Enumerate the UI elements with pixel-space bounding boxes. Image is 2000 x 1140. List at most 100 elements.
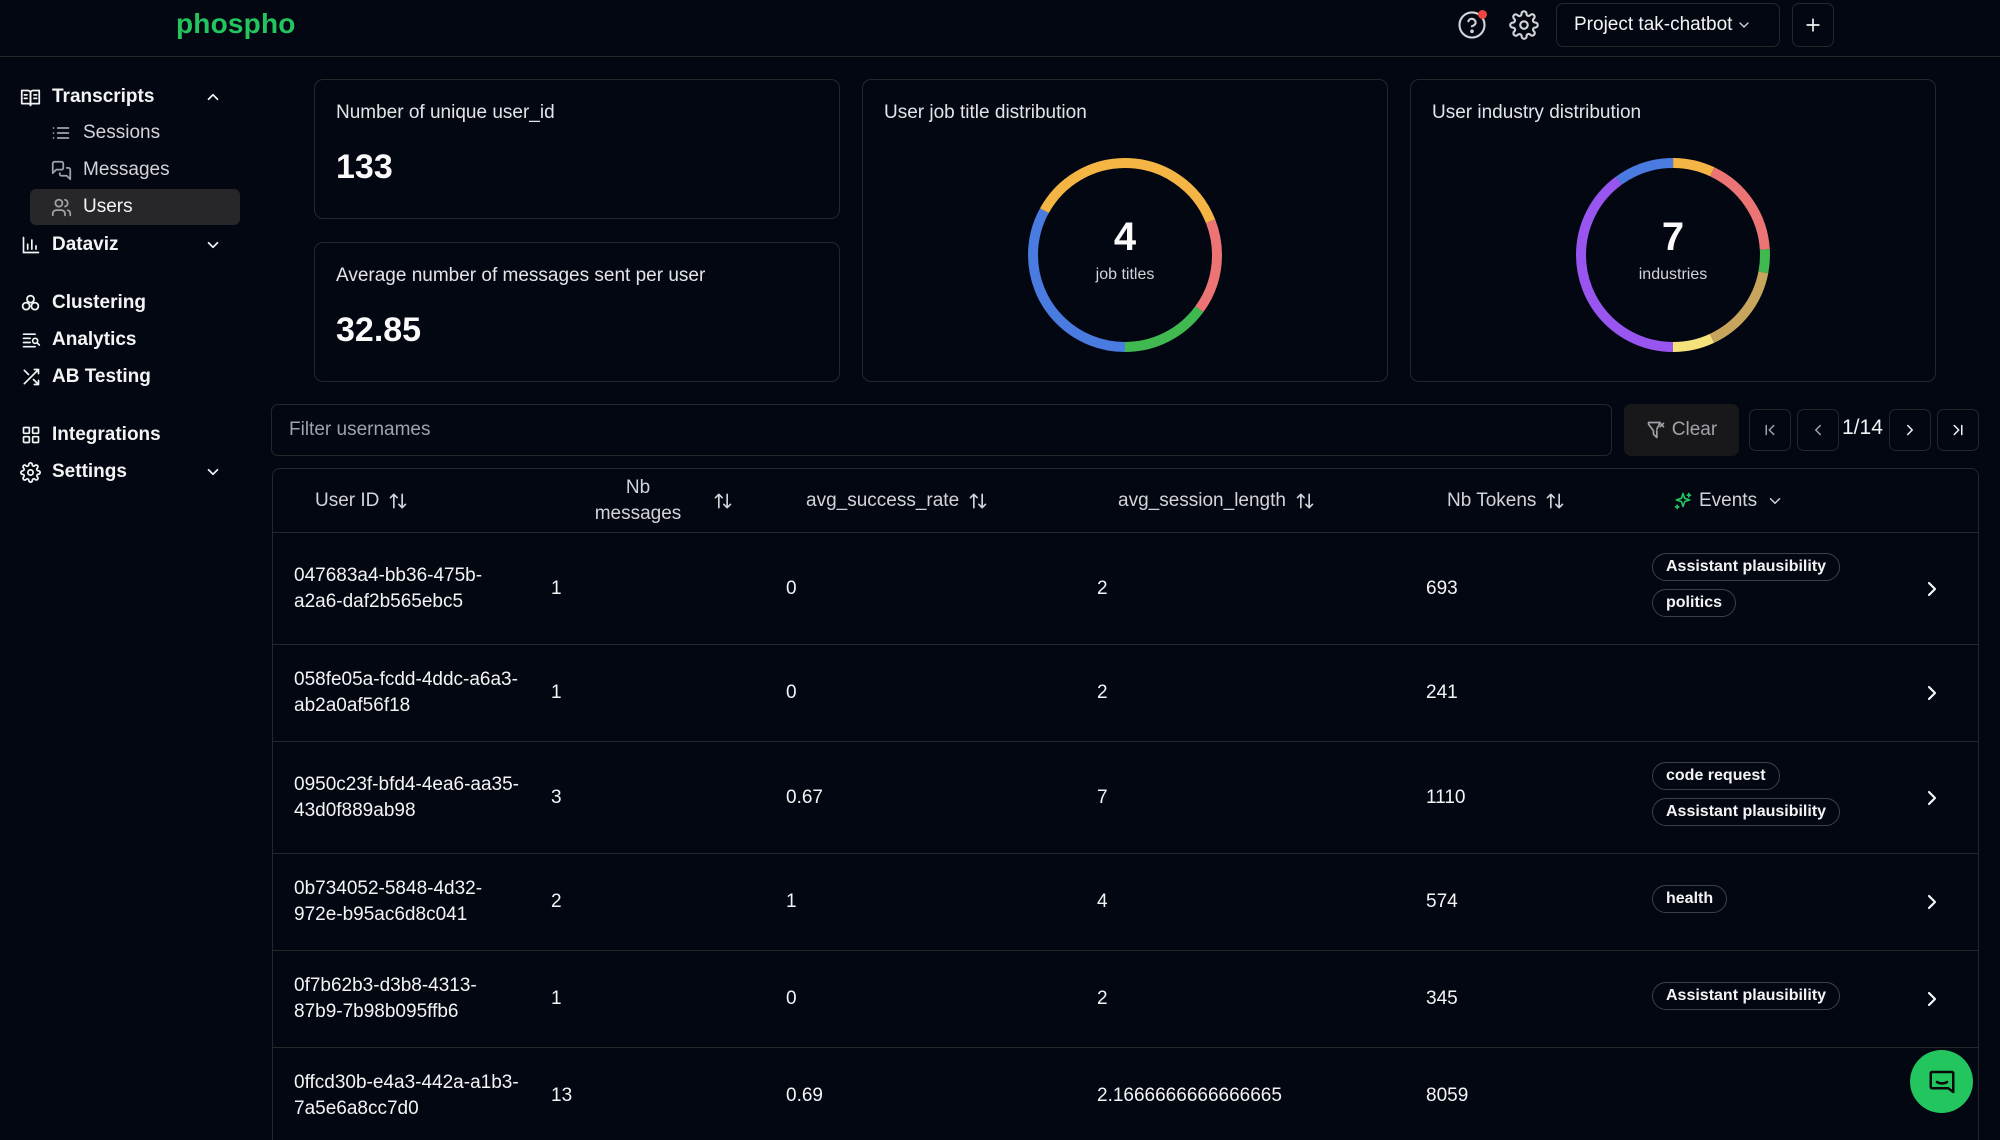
table-row[interactable]: 0ffcd30b-e4a3-442a-a1b3-7a5e6a8cc7d0 13 …: [273, 1048, 1978, 1140]
avg-session-length-cell: 4: [1097, 891, 1108, 912]
messages-icon: [50, 159, 72, 181]
user-id-cell: 058fe05a-fcdd-4ddc-a6a3-ab2a0af56f18: [294, 669, 518, 716]
sidebar-item-label: Clustering: [52, 292, 146, 313]
sidebar-item-label: Transcripts: [52, 86, 155, 107]
sort-icon[interactable]: [713, 491, 733, 511]
chevron-down-icon: [204, 236, 222, 254]
chevron-right-icon[interactable]: [1920, 577, 1944, 601]
donut-segment[interactable]: [1028, 158, 1222, 352]
donut-segment[interactable]: [1576, 158, 1770, 352]
table-row[interactable]: 0b734052-5848-4d32-972e-b95ac6d8c041 2 1…: [273, 854, 1978, 951]
help-icon: [1457, 10, 1487, 40]
first-page-icon: [1761, 421, 1779, 439]
card-value: 133: [336, 148, 393, 186]
last-page-button[interactable]: [1937, 409, 1979, 451]
sidebar-item-clustering[interactable]: Clustering: [20, 286, 242, 320]
chevron-down-icon[interactable]: [1766, 492, 1784, 510]
chat-widget-button[interactable]: [1910, 1050, 1973, 1113]
nb-tokens-cell: 1110: [1426, 787, 1466, 808]
first-page-button[interactable]: [1749, 409, 1791, 451]
nb-tokens-cell: 693: [1426, 578, 1458, 599]
event-tag[interactable]: health: [1652, 885, 1728, 913]
events-cell: health: [1652, 885, 1728, 913]
user-id-cell: 0950c23f-bfd4-4ea6-aa35-43d0f889ab98: [294, 774, 520, 821]
column-header-avg-success-rate[interactable]: avg_success_rate: [806, 469, 988, 533]
chevron-down-icon: [1736, 17, 1752, 33]
sidebar-item-label: Messages: [83, 159, 170, 180]
sparkle-icon: [1673, 491, 1693, 511]
prev-page-button[interactable]: [1797, 409, 1839, 451]
avg-session-length-cell: 7: [1097, 787, 1108, 808]
sidebar-item-label: Settings: [52, 461, 127, 482]
sidebar-item-sessions[interactable]: Sessions: [30, 115, 240, 151]
next-page-icon: [1901, 421, 1919, 439]
filter-usernames-input[interactable]: [271, 404, 1612, 456]
sort-icon[interactable]: [1295, 491, 1315, 511]
column-label: Events: [1699, 490, 1758, 511]
event-tag[interactable]: politics: [1652, 589, 1737, 617]
table-header: User ID Nb messages avg_success_rate avg…: [273, 469, 1978, 533]
sidebar-item-messages[interactable]: Messages: [30, 152, 240, 188]
prev-page-icon: [1809, 421, 1827, 439]
add-project-button[interactable]: [1792, 3, 1834, 47]
user-id-cell: 0b734052-5848-4d32-972e-b95ac6d8c041: [294, 878, 483, 925]
donut-segment[interactable]: [1028, 158, 1222, 352]
nb-messages-cell: 3: [551, 787, 562, 808]
sort-icon[interactable]: [968, 491, 988, 511]
sidebar-item-dataviz[interactable]: Dataviz: [20, 228, 242, 262]
event-tag[interactable]: Assistant plausibility: [1652, 982, 1841, 1010]
sidebar-item-transcripts[interactable]: Transcripts: [20, 80, 242, 114]
table-row[interactable]: 058fe05a-fcdd-4ddc-a6a3-ab2a0af56f18 1 0…: [273, 645, 1978, 742]
sidebar-item-ab-testing[interactable]: AB Testing: [20, 360, 242, 394]
avg-session-length-cell: 2: [1097, 578, 1108, 599]
job-title-donut[interactable]: 4 job titles: [1025, 155, 1225, 355]
chevron-right-icon[interactable]: [1920, 890, 1944, 914]
help-button[interactable]: [1454, 7, 1490, 43]
donut-segment[interactable]: [1028, 158, 1222, 352]
sidebar-item-users[interactable]: Users: [30, 189, 240, 225]
next-page-button[interactable]: [1889, 409, 1931, 451]
column-header-nb-tokens[interactable]: Nb Tokens: [1447, 469, 1565, 533]
donut-segment[interactable]: [1576, 158, 1770, 352]
sort-icon[interactable]: [388, 491, 408, 511]
table-row[interactable]: 047683a4-bb36-475b-a2a6-daf2b565ebc5 1 0…: [273, 533, 1978, 645]
chevron-right-icon[interactable]: [1920, 786, 1944, 810]
avg-success-rate-cell: 0.67: [786, 787, 823, 808]
sidebar-item-analytics[interactable]: Analytics: [20, 323, 242, 357]
donut-label: industries: [1638, 266, 1708, 283]
unique-users-card: Number of unique user_id 133: [314, 79, 840, 219]
avg-session-length-cell: 2: [1097, 988, 1108, 1009]
column-header-events[interactable]: Events: [1673, 469, 1784, 533]
industry-donut[interactable]: 7 industries: [1573, 155, 1773, 355]
avg-success-rate-cell: 0: [786, 682, 797, 703]
settings-button[interactable]: [1506, 7, 1542, 43]
nb-tokens-cell: 8059: [1426, 1085, 1469, 1106]
project-selector[interactable]: Project tak-chatbot: [1556, 3, 1780, 47]
event-tag[interactable]: code request: [1652, 762, 1780, 790]
nb-tokens-cell: 574: [1426, 891, 1458, 912]
donut-segment[interactable]: [1576, 158, 1770, 352]
shuffle-icon: [20, 367, 41, 388]
sidebar-item-integrations[interactable]: Integrations: [20, 418, 242, 452]
column-header-avg-session-length[interactable]: avg_session_length: [1118, 469, 1315, 533]
column-label: Nb messages: [594, 477, 682, 524]
clear-filter-button[interactable]: Clear: [1624, 404, 1739, 456]
chevron-right-icon[interactable]: [1920, 987, 1944, 1011]
event-tag[interactable]: Assistant plausibility: [1652, 553, 1841, 581]
column-header-user-id[interactable]: User ID: [315, 469, 408, 533]
event-tag[interactable]: Assistant plausibility: [1652, 798, 1841, 826]
column-header-nb-messages[interactable]: Nb messages: [583, 469, 733, 533]
job-title-card: User job title distribution 4 job titles: [862, 79, 1388, 382]
chevron-right-icon[interactable]: [1920, 681, 1944, 705]
filter-x-icon: [1646, 420, 1666, 440]
avg-messages-card: Average number of messages sent per user…: [314, 242, 840, 382]
table-row[interactable]: 0f7b62b3-d3b8-4313-87b9-7b98b095ffb6 1 0…: [273, 951, 1978, 1048]
logo[interactable]: phospho: [176, 8, 296, 39]
industry-card: User industry distribution 7 industries: [1410, 79, 1936, 382]
plus-icon: [1803, 15, 1823, 35]
sort-icon[interactable]: [1545, 491, 1565, 511]
table-row[interactable]: 0950c23f-bfd4-4ea6-aa35-43d0f889ab98 3 0…: [273, 742, 1978, 854]
sidebar-item-settings[interactable]: Settings: [20, 455, 242, 489]
events-cell: Assistant plausibility: [1652, 982, 1841, 1010]
user-id-cell: 0ffcd30b-e4a3-442a-a1b3-7a5e6a8cc7d0: [294, 1072, 519, 1119]
